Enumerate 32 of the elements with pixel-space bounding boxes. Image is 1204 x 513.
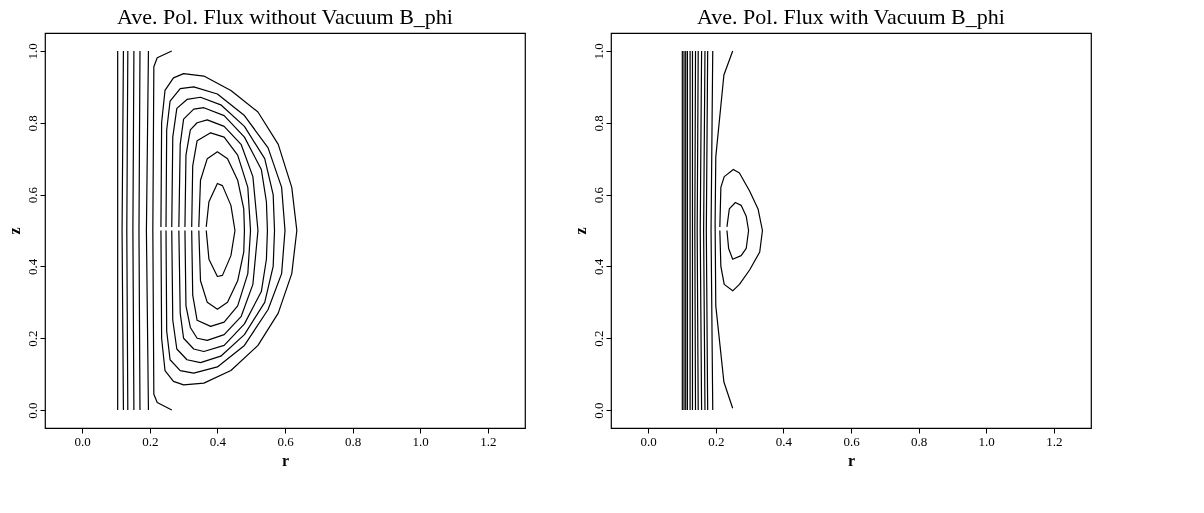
x-tick-label: 0.0 xyxy=(640,433,657,449)
x-tick-label: 1.0 xyxy=(412,433,429,449)
y-tick-label: 0.8 xyxy=(24,115,40,132)
y-tick-label: 0.4 xyxy=(24,258,40,276)
chart-title: Ave. Pol. Flux without Vacuum B_phi xyxy=(117,4,453,29)
x-tick-label: 1.2 xyxy=(1046,433,1063,449)
y-axis-title: z xyxy=(571,227,589,235)
chart-title: Ave. Pol. Flux with Vacuum B_phi xyxy=(697,4,1005,29)
x-tick-label: 0.6 xyxy=(277,433,295,449)
y-tick-label: 0.2 xyxy=(24,330,40,347)
x-tick-label: 1.2 xyxy=(480,433,497,449)
y-tick-label: 1.0 xyxy=(590,43,606,60)
x-tick-label: 0.2 xyxy=(708,433,725,449)
x-tick-label: 0.8 xyxy=(910,433,928,449)
y-tick-label: 0.2 xyxy=(590,330,606,347)
y-tick-label: 1.0 xyxy=(24,43,40,60)
y-tick-label: 0.8 xyxy=(590,115,606,132)
x-axis-title: r xyxy=(847,451,856,469)
y-axis-title: z xyxy=(5,227,23,235)
x-tick-label: 0.6 xyxy=(843,433,861,449)
x-tick-label: 0.2 xyxy=(142,433,159,449)
y-tick-label: 0.0 xyxy=(24,402,40,419)
x-axis-title: r xyxy=(281,451,290,469)
x-tick-label: 0.4 xyxy=(209,433,227,449)
y-tick-label: 0.6 xyxy=(24,186,40,204)
y-tick-label: 0.0 xyxy=(590,402,606,419)
x-tick-label: 0.0 xyxy=(74,433,91,449)
x-tick-label: 1.0 xyxy=(978,433,995,449)
x-tick-label: 0.8 xyxy=(344,433,362,449)
y-tick-label: 0.6 xyxy=(590,186,606,204)
y-tick-label: 0.4 xyxy=(590,258,606,276)
x-tick-label: 0.4 xyxy=(775,433,793,449)
